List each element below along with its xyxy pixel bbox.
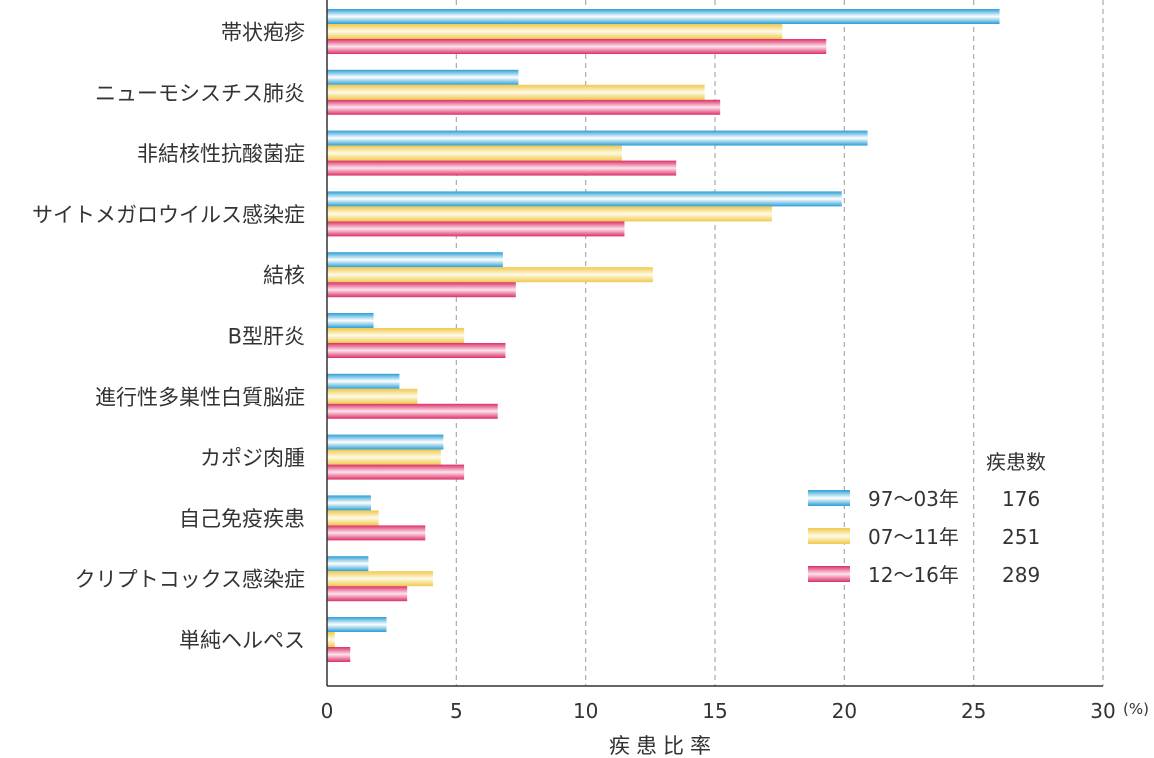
category-label: ニューモシスチス肺炎 (95, 81, 305, 105)
x-tick-label: 0 (321, 699, 334, 723)
bar-5-1 (327, 328, 465, 343)
bar-2-0 (327, 130, 868, 146)
bar-6-0 (327, 373, 400, 389)
bar-10-0 (327, 617, 387, 632)
bar-5-2 (327, 343, 506, 358)
x-axis-title: 疾患比率 (609, 734, 717, 758)
x-tick-label: 20 (832, 699, 857, 723)
bar-10-2 (327, 647, 351, 662)
legend: 疾患数 97〜03年 176 07〜11年 251 12〜16年 289 (808, 450, 1046, 587)
category-label: 自己免疫疾患 (179, 507, 305, 531)
bar-3-0 (327, 191, 842, 207)
legend-swatch-0 (808, 490, 850, 506)
bar-7-1 (327, 449, 441, 465)
bar-7-0 (327, 434, 444, 450)
axes (326, 0, 1103, 687)
bar-1-2 (327, 99, 721, 115)
bar-4-2 (327, 282, 516, 298)
bar-7-2 (327, 464, 465, 480)
category-label: クリプトコックス感染症 (75, 568, 305, 592)
category-label: B型肝炎 (228, 325, 305, 349)
bar-1-1 (327, 84, 705, 100)
bar-0-0 (327, 9, 1000, 24)
category-label: 結核 (263, 264, 305, 288)
bar-0-1 (327, 24, 783, 39)
bar-9-0 (327, 556, 369, 572)
legend-series-name: 12〜16年 (868, 563, 959, 587)
legend-series-count: 176 (1002, 487, 1040, 511)
bar-5-0 (327, 313, 374, 328)
bar-6-1 (327, 388, 418, 404)
bar-3-2 (327, 221, 625, 237)
bar-4-0 (327, 252, 503, 268)
bar-4-1 (327, 267, 653, 283)
x-tick-label: 15 (702, 699, 727, 723)
bar-8-0 (327, 495, 371, 511)
bar-3-1 (327, 206, 772, 222)
bar-2-1 (327, 145, 622, 161)
bar-1-0 (327, 69, 519, 85)
legend-swatch-1 (808, 528, 850, 544)
legend-series-count: 289 (1002, 563, 1040, 587)
x-tick-label: 25 (961, 699, 986, 723)
x-tick-labels: 0 5 10 15 20 25 30 (321, 699, 1116, 723)
x-unit-label: (%) (1123, 700, 1149, 718)
bar-6-2 (327, 403, 498, 419)
bar-8-1 (327, 510, 379, 526)
category-label: 進行性多巣性白質脳症 (95, 385, 305, 409)
category-label: 帯状疱疹 (221, 21, 305, 45)
legend-series-name: 97〜03年 (868, 487, 959, 511)
category-label: サイトメガロウイルス感染症 (32, 203, 305, 227)
x-tick-label: 30 (1090, 699, 1115, 723)
x-tick-label: 10 (573, 699, 598, 723)
bar-9-1 (327, 571, 434, 587)
bar-8-2 (327, 525, 426, 541)
bars (327, 9, 1000, 662)
legend-series-count: 251 (1002, 525, 1040, 549)
legend-title: 疾患数 (986, 450, 1046, 474)
legend-swatch-2 (808, 566, 850, 582)
bar-2-2 (327, 160, 677, 176)
bar-9-2 (327, 586, 408, 602)
category-label: 非結核性抗酸菌症 (137, 142, 305, 166)
category-label: カポジ肉腫 (200, 446, 305, 470)
x-tick-label: 5 (450, 699, 463, 723)
legend-series-name: 07〜11年 (868, 525, 959, 549)
bar-10-1 (327, 632, 335, 647)
bar-0-2 (327, 39, 827, 54)
category-label: 単純ヘルペス (179, 629, 305, 653)
